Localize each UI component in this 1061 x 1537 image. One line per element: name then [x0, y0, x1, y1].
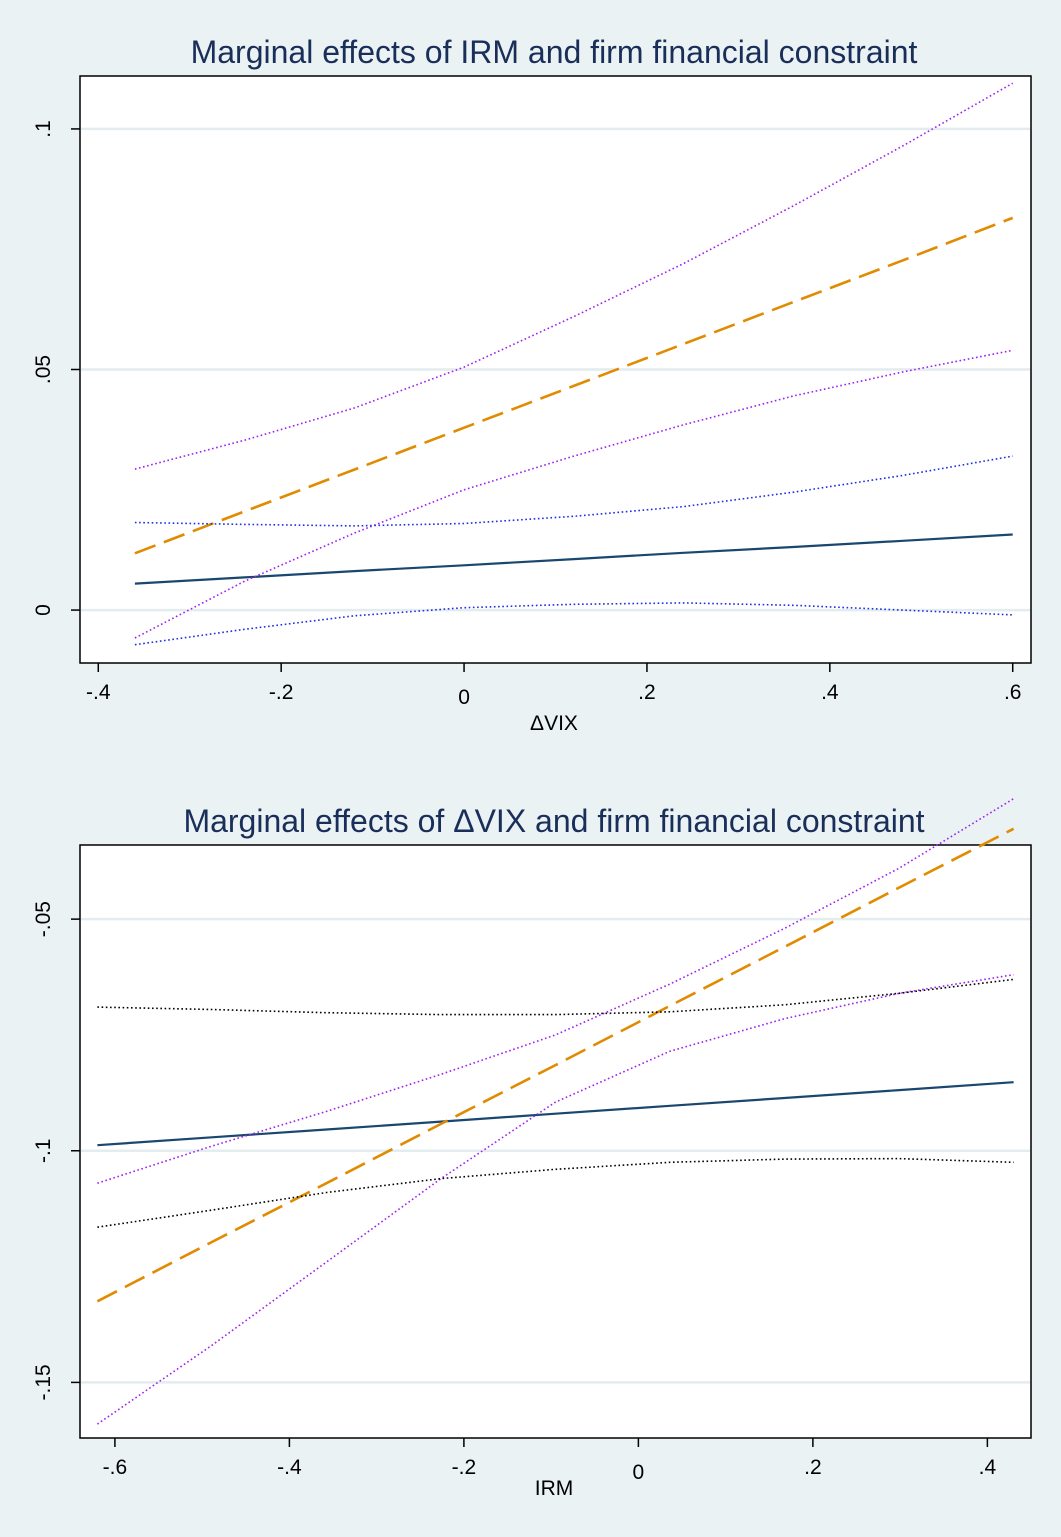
series-line-dotted-3 — [96, 973, 1014, 1425]
x-tick-label: -.2 — [452, 1456, 477, 1479]
plot-area-bottom — [79, 844, 1032, 1439]
series-line-dotted-2 — [134, 82, 1014, 470]
series-line-solid-0 — [134, 533, 1013, 585]
x-tick-label: -.4 — [277, 1456, 302, 1479]
x-tick-label: .2 — [638, 681, 656, 704]
y-tick-label: .1 — [32, 120, 55, 138]
x-axis-label-top: ΔVIX — [530, 712, 578, 735]
x-axis-label-bottom: IRM — [535, 1477, 574, 1500]
y-tick-label: -.15 — [32, 1364, 55, 1400]
series-line-dotted-5 — [134, 602, 1013, 646]
x-tick-label: 0 — [458, 686, 470, 709]
x-tick-label: .2 — [804, 1456, 822, 1479]
axis-ticks-top: 0 .05 .1 -.4 -.2 0 .2 .4 .6 — [32, 120, 1021, 709]
series-line-dashed-1 — [96, 827, 1015, 1303]
series-line-dotted-3 — [134, 349, 1013, 639]
panel-bottom: Marginal effects of ΔVIX and firm financ… — [32, 798, 1032, 1500]
x-tick-label: -.4 — [86, 681, 111, 704]
gridlines-top — [81, 127, 1030, 612]
x-tick-label: -.2 — [269, 681, 294, 704]
series-line-dotted-2 — [97, 798, 1015, 1184]
x-tick-label: -.6 — [103, 1456, 128, 1479]
panel-top: Marginal effects of IRM and firm financi… — [32, 34, 1032, 735]
x-tick-label: .4 — [979, 1456, 997, 1479]
axis-ticks-bottom: -.15 -.1 -.05 -.6 -.4 -.2 0 .2 .4 — [32, 901, 996, 1484]
x-tick-label: 0 — [633, 1461, 645, 1484]
series-group-top — [134, 82, 1014, 646]
series-line-dotted-4 — [97, 978, 1014, 1016]
chart-title-top: Marginal effects of IRM and firm financi… — [191, 34, 918, 70]
gridlines-bottom — [81, 917, 1030, 1384]
series-group-bottom — [96, 798, 1015, 1425]
x-tick-label: .6 — [1004, 681, 1022, 704]
series-line-dashed-1 — [134, 216, 1014, 555]
x-tick-label: .4 — [821, 681, 839, 704]
y-tick-label: -.1 — [32, 1139, 55, 1164]
y-tick-label: 0 — [32, 604, 55, 616]
y-tick-label: .05 — [32, 355, 55, 384]
y-tick-label: -.05 — [32, 901, 55, 937]
chart-title-bottom: Marginal effects of ΔVIX and firm financ… — [183, 803, 924, 839]
